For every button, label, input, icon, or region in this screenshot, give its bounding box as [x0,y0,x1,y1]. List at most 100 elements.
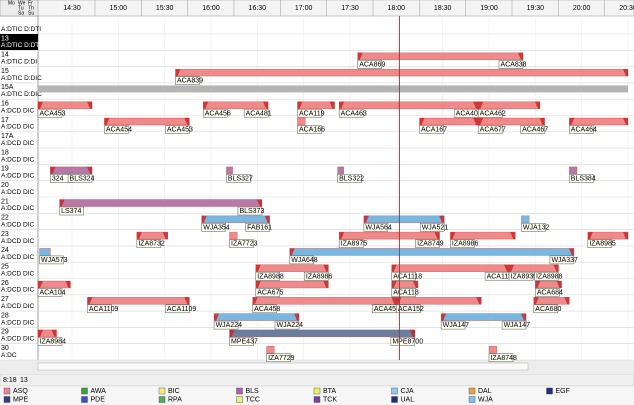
flight-label[interactable]: IZA8986 [304,271,332,281]
flight-label[interactable]: IZA8939 [508,271,537,281]
flight-label[interactable]: ACA405 [453,108,482,118]
flight-label-text: ACA104 [40,290,66,297]
flight-label[interactable]: IZA7729 [266,353,295,362]
legend-swatch [158,396,166,403]
flight-label[interactable]: ACA467 [520,125,549,134]
row-label: A:DCD DIC [1,124,35,131]
flight-label[interactable]: ACA869 [357,60,386,69]
day-selector[interactable] [0,0,39,17]
flight-label-text: BLS327 [228,176,253,183]
flight-label[interactable]: ACA166 [297,125,325,134]
row-number: 25 [1,264,9,271]
flight-label[interactable]: ACA119 [297,108,325,118]
flight-label-text: ACA675 [257,290,283,297]
scroll-thumb[interactable] [37,362,529,371]
label-box [37,108,63,118]
flight-label[interactable]: ACA680 [533,304,562,314]
bar-cap [473,118,479,125]
time-tick-label: 16:00 [202,5,220,12]
flight-label[interactable]: ACA464 [569,125,597,134]
flight-label[interactable]: IZA8749 [415,239,444,248]
flight-label[interactable]: BLS373 [237,206,265,216]
flight-label[interactable]: ACA456 [203,108,231,118]
flight-label[interactable]: ACA462 [477,108,506,118]
flight-label[interactable]: IZA7723 [229,239,258,248]
time-tick-label: 19:30 [527,5,545,12]
flight-label[interactable]: IZA8985 [587,239,616,248]
label-box [226,174,251,183]
flight-bar [363,215,445,224]
flight-label[interactable]: WJA573 [39,255,68,265]
flight-label[interactable]: ACA481 [243,108,272,118]
flight-label[interactable]: ACA1109 [165,304,196,314]
flight-label[interactable]: ACA684 [535,288,563,297]
flight-label[interactable]: IZA8975 [338,239,367,248]
flight-label[interactable]: ACA677 [477,125,506,134]
flight-label-text: ACA456 [205,110,231,117]
flight-label[interactable]: WJA224 [213,320,242,330]
time-header [0,0,634,17]
bar-cap [510,232,516,240]
label-box [245,223,270,232]
flight-label[interactable]: ACA454 [104,125,132,134]
label-box [39,255,64,265]
flight-label[interactable]: ACA459 [372,304,400,314]
bar-cap [478,101,484,109]
label-box [213,320,239,330]
bar-cap [184,297,190,305]
flight-label-text: IZA8985 [589,241,616,248]
flight-label[interactable]: BLS322 [337,174,365,183]
flight-label[interactable]: ACA458 [252,304,281,314]
flight-label[interactable]: IZA8986 [450,239,478,248]
flight-label[interactable]: MPE437 [229,337,258,346]
flight-label[interactable]: WJA337 [549,255,578,265]
flight-label[interactable]: BLS324 [67,174,95,183]
flight-label[interactable]: ACA675 [255,288,284,297]
flight-label[interactable]: ACA1118 [391,271,423,281]
row-label: A:DTIC D:DTI [1,42,41,49]
flight-label[interactable]: IZA8988 [534,271,563,281]
flight-label[interactable]: WJA132 [521,223,549,232]
flight-label[interactable]: ACA167 [419,125,447,134]
flight-bar [255,280,329,289]
bar-cap [539,118,545,125]
flight-label[interactable]: ACA1109 [87,304,118,314]
flight-label[interactable]: IZA8748 [488,353,517,362]
flight-label[interactable]: ACA453 [165,125,193,134]
bar-cap [104,118,110,125]
bar-cap [289,248,295,256]
flight-label[interactable]: LS374 [59,206,84,216]
time-tick-label: 18:30 [434,5,452,12]
bar-cap [263,101,269,109]
flight-label[interactable]: WJA648 [289,255,318,265]
flight-label[interactable]: ACA838 [498,60,527,69]
flight-label[interactable]: IZA8984 [37,337,66,346]
flight-label[interactable]: ACA152 [396,304,424,314]
legend-label: BLS [246,388,260,395]
bar-cap [473,101,479,109]
flight-bar [38,85,628,93]
flight-label[interactable]: ACA453 [37,108,66,118]
flight-label[interactable]: ACA104 [37,288,66,297]
flight-label[interactable]: WJA147 [440,320,469,330]
flight-label[interactable]: WJA564 [363,223,392,232]
flight-label[interactable]: ACA118 [391,288,419,297]
flight-label[interactable]: ACA839 [175,76,203,85]
flight-label[interactable]: WJA354 [201,223,230,232]
bar-cap [509,264,515,272]
flight-label-text: WJA354 [203,224,230,231]
flight-label[interactable]: WJA521 [419,223,448,232]
flight-label[interactable]: BLS327 [226,174,253,183]
bar-cap [229,329,235,337]
flight-label[interactable]: ACA463 [338,108,367,118]
flight-bar [213,313,300,321]
flight-label[interactable]: BLS384 [569,174,596,183]
flight-label[interactable]: IZA8988 [255,271,284,281]
flight-label[interactable]: WJA147 [501,320,530,330]
flight-label[interactable]: MPE8700 [390,337,423,346]
flight-label[interactable]: WJA224 [274,320,303,330]
bar-cap [357,52,363,60]
label-box [508,271,534,281]
flight-label[interactable]: FAB161 [245,223,273,232]
flight-label[interactable]: IZA8732 [136,239,165,248]
